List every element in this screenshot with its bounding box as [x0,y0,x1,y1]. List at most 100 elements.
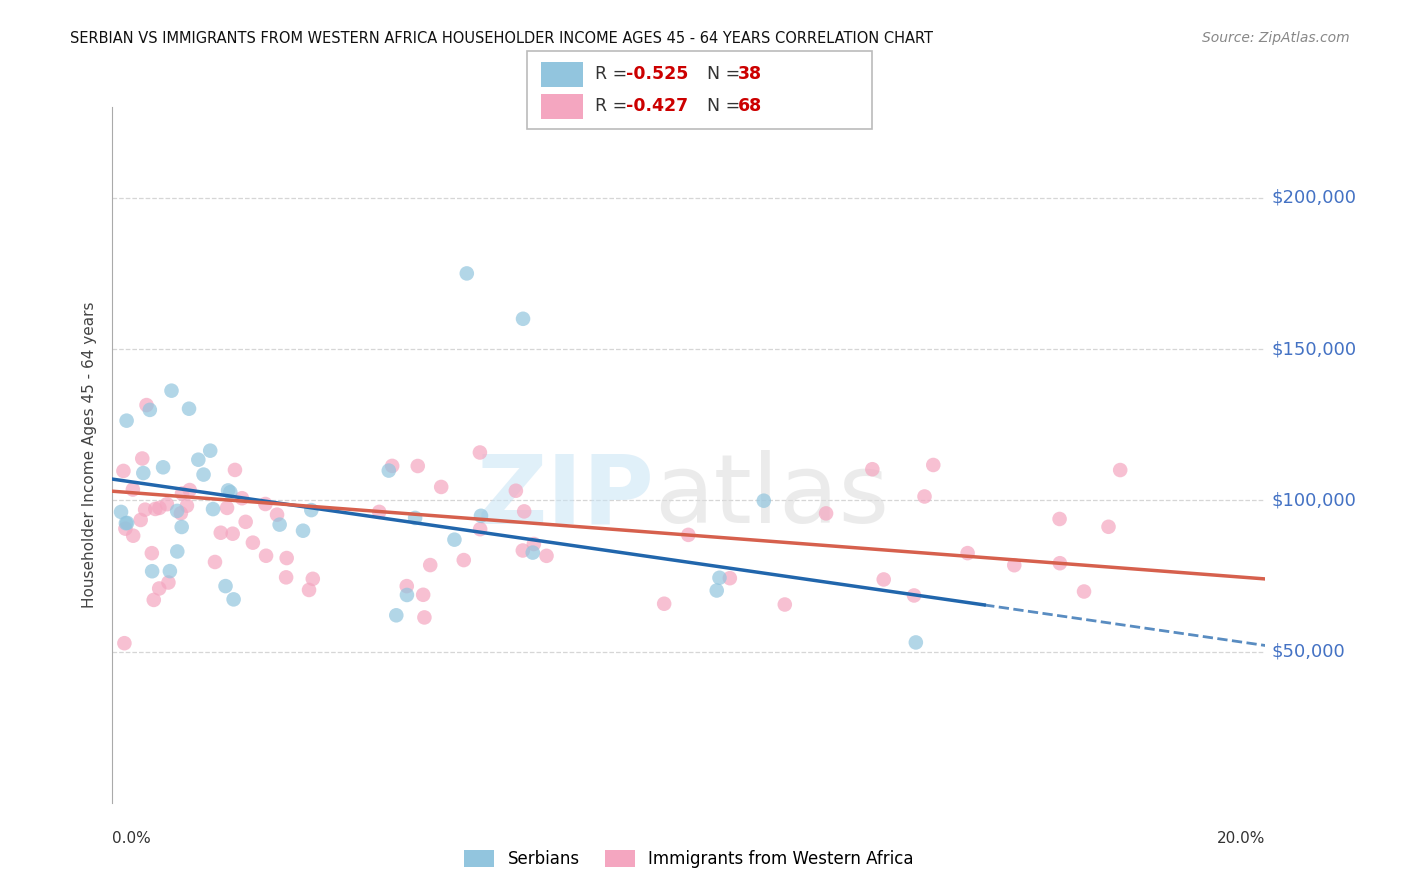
Point [139,403,162,417]
Point [412,588,434,602]
Text: SERBIAN VS IMMIGRANTS FROM WESTERN AFRICA HOUSEHOLDER INCOME AGES 45 - 64 YEARS : SERBIAN VS IMMIGRANTS FROM WESTERN AFRIC… [70,31,934,46]
Point [1002,558,1025,573]
Point [131,451,153,466]
Point [122,529,145,543]
Point [254,497,277,511]
Point [443,533,465,547]
Point [179,483,201,497]
Point [1073,584,1095,599]
Point [536,549,558,563]
Point [718,571,741,585]
Point [176,499,198,513]
Point [132,466,155,480]
Y-axis label: Householder Income Ages 45 - 64 years: Householder Income Ages 45 - 64 years [82,301,97,608]
Point [513,504,536,518]
Point [368,505,391,519]
Point [512,311,534,326]
Point [860,462,883,476]
Text: $200,000: $200,000 [1271,189,1357,207]
Point [221,526,243,541]
Point [406,458,429,473]
Point [110,505,132,519]
Point [1049,556,1071,570]
Point [413,610,436,624]
Point [177,401,200,416]
Point [242,535,264,549]
Point [914,490,936,504]
Point [115,516,138,531]
Point [135,398,157,412]
Point [122,483,145,497]
Point [159,564,181,578]
Point [160,384,183,398]
Text: 38: 38 [738,65,762,83]
Point [115,516,138,530]
Point [141,546,163,560]
Point [112,464,135,478]
Point [395,588,418,602]
Point [157,575,180,590]
Point [170,520,193,534]
Point [222,592,245,607]
Text: -0.525: -0.525 [626,65,688,83]
Point [512,543,534,558]
Point [678,528,700,542]
Text: N =: N = [696,97,745,115]
Point [115,414,138,428]
Point [166,504,188,518]
Point [217,483,239,498]
Point [456,267,478,281]
Point [922,458,945,472]
Text: R =: R = [595,65,633,83]
Text: atlas: atlas [654,450,890,543]
Point [141,564,163,578]
Point [1049,512,1071,526]
Point [276,551,298,566]
Point [709,571,731,585]
Point [395,579,418,593]
Point [224,463,246,477]
Text: -0.427: -0.427 [626,97,688,115]
Point [202,502,225,516]
Text: 68: 68 [738,97,762,115]
Point [378,464,401,478]
Point [187,452,209,467]
Point [873,573,896,587]
Text: 0.0%: 0.0% [112,830,152,846]
Point [956,546,979,560]
Text: $150,000: $150,000 [1271,340,1357,358]
Point [209,525,232,540]
Point [112,636,135,650]
Legend: Serbians, Immigrants from Western Africa: Serbians, Immigrants from Western Africa [457,843,921,874]
Point [170,486,193,500]
Point [215,500,238,515]
Point [419,558,441,572]
Point [430,480,453,494]
Point [815,507,838,521]
Point [114,522,136,536]
Point [468,445,491,459]
Point [269,517,291,532]
Point [773,598,796,612]
Point [193,467,215,482]
Point [522,545,544,559]
Point [148,500,170,515]
Text: $50,000: $50,000 [1271,642,1346,661]
Text: $100,000: $100,000 [1271,491,1355,509]
Point [166,544,188,558]
Point [152,460,174,475]
Point [143,502,166,516]
Point [652,597,675,611]
Point [523,537,546,551]
Point [903,589,925,603]
Text: 20.0%: 20.0% [1218,830,1265,846]
Text: ZIP: ZIP [477,450,654,543]
Point [214,579,236,593]
Text: R =: R = [595,97,633,115]
Point [231,491,253,506]
Text: N =: N = [696,65,745,83]
Point [301,572,323,586]
Point [292,524,315,538]
Point [266,508,288,522]
Point [148,582,170,596]
